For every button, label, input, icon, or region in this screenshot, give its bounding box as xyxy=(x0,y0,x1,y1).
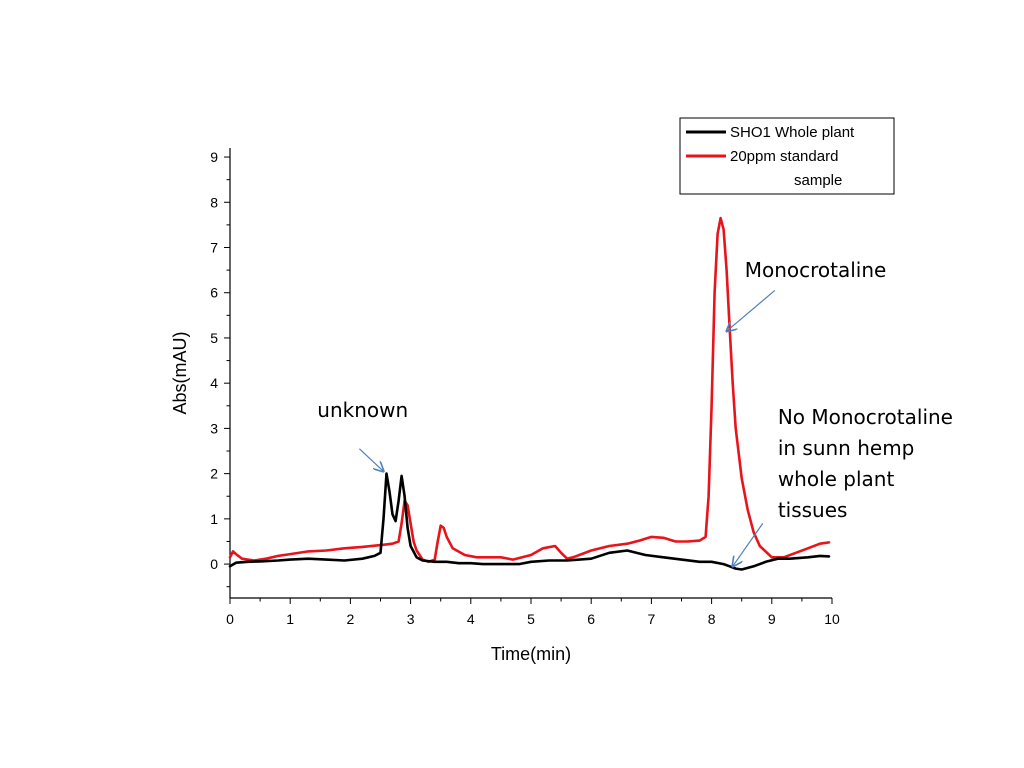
legend-label: sample xyxy=(794,172,842,189)
annotation-text: Monocrotaline xyxy=(745,258,887,282)
annotation-arrow xyxy=(733,523,764,566)
x-tick-label: 10 xyxy=(824,611,840,627)
x-tick-label: 5 xyxy=(527,611,535,627)
series-layer xyxy=(228,216,831,571)
x-tick-label: 2 xyxy=(347,611,355,627)
y-tick-label: 1 xyxy=(210,511,218,527)
axes: 0 1 2 3 4 5 6 7 8 9 10 0 1 2 3 4 5 6 7 8 9 xyxy=(210,148,840,627)
y-tick-label: 3 xyxy=(210,420,218,436)
x-tick-label: 1 xyxy=(286,611,294,627)
y-axis-title: Abs(mAU) xyxy=(170,331,190,414)
x-tick-label: 9 xyxy=(768,611,776,627)
annotation-text: No Monocrotaline xyxy=(778,405,953,429)
x-axis-title: Time(min) xyxy=(491,644,571,664)
y-tick-label: 2 xyxy=(210,466,218,482)
legend-label: SHO1 Whole plant xyxy=(730,124,855,141)
annotation-arrow xyxy=(727,290,776,331)
x-tick-label: 8 xyxy=(708,611,716,627)
legend: SHO1 Whole plant 20ppm standard sample xyxy=(679,117,895,195)
annotation-text: unknown xyxy=(317,398,408,422)
x-tick-label: 4 xyxy=(467,611,475,627)
x-tick-label: 0 xyxy=(226,611,234,627)
x-tick-label: 3 xyxy=(407,611,415,627)
y-tick-label: 9 xyxy=(210,149,218,165)
x-tick-label: 6 xyxy=(587,611,595,627)
y-tick-label: 6 xyxy=(210,285,218,301)
legend-label: 20ppm standard xyxy=(730,148,838,165)
annotation-text: whole plant xyxy=(778,467,895,491)
y-tick-label: 7 xyxy=(210,239,218,255)
annotations: unknown Monocrotaline No Monocrotaline in s… xyxy=(317,258,953,566)
y-tick-label: 0 xyxy=(210,556,218,572)
series-line-2 xyxy=(228,216,831,564)
y-tick-label: 4 xyxy=(210,375,218,391)
annotation-text: tissues xyxy=(778,498,848,522)
annotation-text: in sunn hemp xyxy=(778,436,915,460)
y-tick-label: 5 xyxy=(210,330,218,346)
annotation-arrow xyxy=(359,448,383,472)
x-tick-label: 7 xyxy=(648,611,656,627)
y-tick-label: 8 xyxy=(210,194,218,210)
